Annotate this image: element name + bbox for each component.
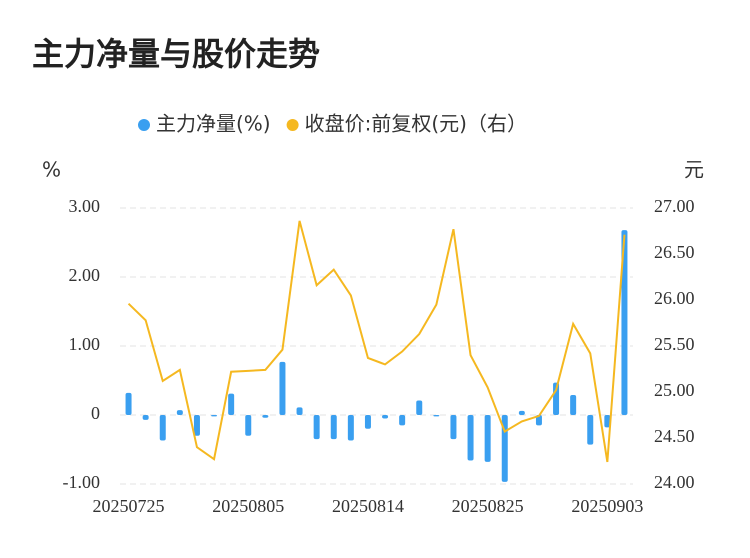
bar [125,392,132,415]
y2-axis-label: 元 [684,158,704,182]
bar [382,415,389,419]
bar [347,415,354,441]
bar [330,415,337,440]
bar [228,393,235,415]
x-tick-label: 20250814 [332,496,404,516]
y2-tick-label: 24.00 [654,472,695,492]
bar [176,410,183,415]
y2-tick-label: 27.00 [654,196,695,216]
bar [296,407,303,415]
bar [399,415,406,426]
x-tick-label: 20250805 [212,496,284,516]
bar [159,415,166,441]
bar [245,415,252,436]
bar [450,415,457,440]
y2-tick-label: 26.00 [654,288,695,308]
bar [416,400,423,415]
bar [433,415,440,417]
chart-title: 主力净量与股价走势 [32,35,320,73]
x-tick-label: 20250903 [571,496,643,516]
bar [518,410,525,415]
y2-tick-label: 26.50 [654,242,695,262]
bar [313,415,320,440]
y-tick-label: 3.00 [69,196,101,216]
bar [570,394,577,415]
bar [587,415,594,445]
bar [467,415,474,461]
bar [364,415,371,429]
legend-label: 主力净量(%) [156,112,271,136]
bar [193,415,200,436]
bar [262,415,269,418]
bar [535,415,542,426]
y-tick-label: -1.00 [63,472,101,492]
y-axis-label: % [42,158,61,182]
bar [484,415,491,462]
bar [211,415,218,417]
y2-tick-label: 25.00 [654,380,695,400]
y2-tick-label: 25.50 [654,334,695,354]
legend-marker [138,119,150,131]
bar [279,361,286,415]
bar [604,415,611,428]
bar [621,230,628,415]
legend-marker [286,119,299,131]
x-tick-label: 20250725 [93,496,165,516]
legend-label: 收盘价:前复权(元)（右） [305,112,527,136]
y2-tick-label: 24.50 [654,426,695,446]
price-line [127,220,626,463]
y-tick-label: 2.00 [69,265,101,285]
x-tick-label: 20250825 [452,496,524,516]
y-tick-label: 0 [91,403,100,423]
y-tick-label: 1.00 [69,334,101,354]
bar [142,415,149,420]
